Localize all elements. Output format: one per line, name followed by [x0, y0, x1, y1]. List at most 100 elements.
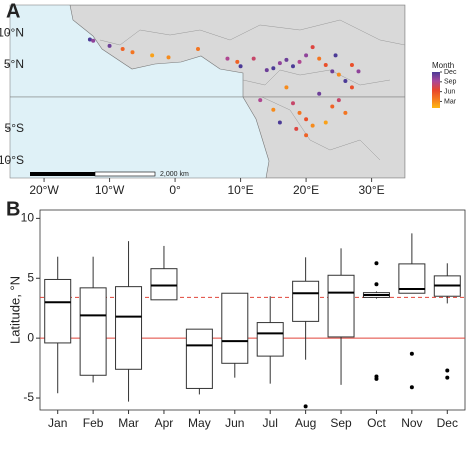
box — [256, 322, 284, 357]
y-tick-label: 0 — [27, 330, 34, 344]
outlier — [374, 282, 379, 287]
y-tick-label: 10°N — [0, 25, 24, 39]
x-tick-label: 10°E — [228, 183, 254, 197]
outlier — [409, 351, 414, 356]
border — [242, 69, 391, 86]
x-tick-label: Aug — [295, 416, 316, 430]
map-base — [10, 5, 405, 178]
case-point — [310, 45, 315, 50]
x-tick-label: Sep — [330, 416, 352, 430]
case-point — [304, 133, 309, 138]
border — [261, 96, 381, 161]
case-point — [297, 59, 302, 64]
y-tick-label: 10 — [21, 211, 35, 225]
case-point — [356, 69, 361, 74]
case-point — [238, 64, 243, 69]
case-point — [277, 120, 282, 125]
x-tick-label: Jun — [225, 416, 244, 430]
x-tick-label: 20°W — [29, 183, 59, 197]
case-point — [225, 56, 230, 61]
colorbar-label: Mar — [444, 98, 457, 105]
panel-label: A — [6, 0, 20, 22]
case-point — [323, 120, 328, 125]
case-point — [349, 63, 354, 68]
x-tick-label: 20°E — [293, 183, 319, 197]
x-tick-label: Jul — [263, 416, 278, 430]
x-tick-label: 30°E — [359, 183, 385, 197]
outlier — [445, 368, 450, 373]
case-point — [349, 85, 354, 90]
case-point — [330, 69, 335, 74]
border — [99, 19, 405, 46]
x-tick-label: 10°W — [95, 183, 125, 197]
outlier — [374, 376, 379, 381]
outlier — [374, 261, 379, 266]
land — [69, 5, 405, 178]
plot-frame — [39, 209, 466, 411]
case-point — [277, 61, 282, 66]
case-point — [235, 59, 240, 64]
y-tick-label: 5°S — [5, 121, 24, 135]
case-point — [271, 66, 276, 71]
box — [79, 287, 107, 376]
case-point — [317, 91, 322, 96]
case-point — [271, 107, 276, 112]
case-point — [91, 38, 96, 43]
case-point — [166, 55, 171, 60]
y-axis-title: Latitude, °N — [7, 276, 22, 344]
legend-title: Month — [432, 61, 454, 70]
colorbar-label: Jun — [444, 88, 455, 95]
case-point — [336, 98, 341, 103]
case-point — [251, 56, 256, 61]
outlier — [409, 385, 414, 390]
x-tick-label: Nov — [401, 416, 422, 430]
case-point — [284, 57, 289, 62]
case-point — [264, 68, 269, 73]
case-point — [130, 50, 135, 55]
box — [44, 278, 72, 344]
y-tick-label: 5°N — [4, 57, 24, 71]
colorbar — [432, 72, 440, 108]
scale-bar — [30, 172, 95, 176]
case-point — [290, 64, 295, 69]
outlier — [303, 404, 308, 409]
x-tick-label: Apr — [155, 416, 174, 430]
case-point — [120, 47, 125, 52]
case-point — [317, 56, 322, 61]
x-tick-label: Mar — [118, 416, 139, 430]
case-point — [336, 72, 341, 77]
case-point — [343, 78, 348, 83]
colorbar-label: Dec — [444, 69, 457, 76]
panel-label: B — [6, 198, 20, 220]
box — [292, 280, 320, 322]
scale-bar — [94, 171, 156, 177]
box — [185, 328, 213, 389]
case-point — [304, 117, 309, 122]
case-point — [258, 98, 263, 103]
scale-label: 2,000 km — [160, 171, 189, 178]
box — [221, 292, 249, 364]
case-point — [304, 53, 309, 58]
x-tick-label: 0° — [169, 183, 181, 197]
case-point — [107, 43, 112, 48]
case-point — [343, 110, 348, 115]
x-tick-label: May — [188, 416, 211, 430]
case-point — [196, 47, 201, 52]
box — [327, 274, 355, 338]
case-point — [323, 63, 328, 68]
box — [150, 268, 178, 301]
box — [115, 286, 143, 370]
y-tick-label: 5 — [27, 270, 34, 284]
case-point — [333, 53, 338, 58]
outlier — [445, 375, 450, 380]
map-frame — [9, 4, 406, 179]
case-point — [297, 110, 302, 115]
x-tick-label: Dec — [437, 416, 458, 430]
case-point — [87, 37, 92, 42]
case-point — [310, 123, 315, 128]
case-point — [290, 101, 295, 106]
case-point — [294, 126, 299, 131]
x-tick-label: Oct — [367, 416, 386, 430]
case-point — [284, 85, 289, 90]
